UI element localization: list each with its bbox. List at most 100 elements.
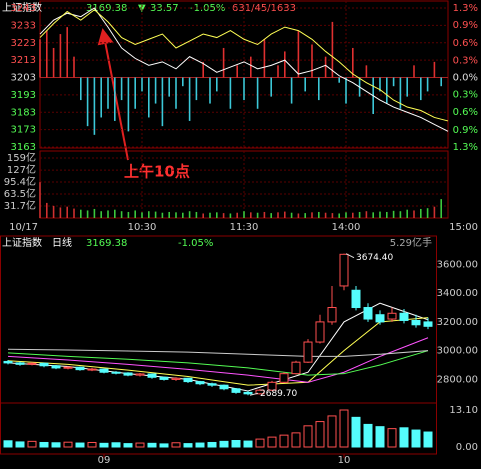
y2-tick-label: 0.3% (453, 90, 478, 101)
y-tick-label: 3203 (11, 73, 36, 84)
y2-tick-label: 0.6% (453, 38, 478, 49)
header-name: 上证指数 (2, 236, 42, 249)
volume-bar (375, 426, 385, 448)
candle-body (339, 253, 349, 287)
candle-body (423, 321, 433, 327)
volume-bar (27, 440, 37, 448)
y-tick-label: 95.4亿 (4, 175, 36, 188)
volume-bar (423, 431, 433, 448)
annotation: 上午10点 (124, 163, 190, 181)
volume-bar (111, 442, 121, 448)
candle-body (3, 360, 13, 364)
candle-body (315, 321, 325, 343)
candle-body (111, 371, 121, 374)
y2-tick-label: 1.3% (453, 142, 478, 153)
candle-body (243, 391, 253, 395)
y-tick-label: 3233 (11, 20, 36, 31)
y2-tick-label: 0.3% (453, 55, 478, 66)
candle-body (75, 366, 85, 371)
price-line (39, 7, 449, 132)
candle-body (375, 314, 385, 323)
volume-bar (363, 423, 373, 448)
annotation-arrow (97, 28, 129, 161)
y-tick-label: 3173 (11, 125, 36, 136)
y-tick-label: 3213 (11, 55, 36, 66)
y-tick-label: 3223 (11, 38, 36, 49)
volume-bar (255, 438, 265, 448)
candle-body (99, 368, 109, 373)
candle-body (27, 362, 37, 365)
candle-body (303, 341, 313, 363)
candle-body (207, 383, 217, 386)
volume-bar (243, 440, 253, 448)
volume-bar (135, 442, 145, 448)
candle-body (195, 381, 205, 385)
volume-bar (339, 409, 349, 448)
volume-bar (87, 441, 97, 448)
y-tick-label: 3000.00 (437, 346, 478, 357)
y-tick-label: 127亿 (7, 163, 36, 176)
candle-body (363, 307, 373, 320)
header-name: 上证指数 (2, 1, 42, 14)
y-tick-label: 3183 (11, 107, 36, 118)
y-tick-label: 31.7亿 (4, 199, 36, 212)
volume-bar (195, 442, 205, 448)
candle-body (171, 377, 181, 380)
candle-body (159, 376, 169, 380)
y-tick-label: 3400.00 (437, 288, 478, 299)
volume-bar (267, 436, 277, 448)
x-tick-label: 15:00 (449, 222, 478, 233)
x-tick-label: 10 (338, 455, 351, 466)
x-tick-label: 10/17 (9, 222, 38, 233)
volume-bar (183, 443, 193, 448)
y-tick-label: 3200.00 (437, 317, 478, 328)
candle-body (147, 373, 157, 378)
header-volume: 5.29亿手 (390, 236, 432, 249)
volume-bar (399, 427, 409, 448)
volume-bar (15, 441, 25, 448)
volume-bar (51, 442, 61, 448)
volume-bar (219, 440, 229, 448)
volume-bar (159, 443, 169, 448)
candle-body (327, 307, 337, 323)
candle-body (15, 362, 25, 365)
volume-bar (291, 432, 301, 448)
moving-average (7, 317, 429, 386)
candle-body (387, 312, 397, 320)
candle-body (411, 319, 421, 326)
candle-body (123, 372, 133, 376)
y-tick-label: 3163 (11, 142, 36, 153)
y-tick-label: 3600.00 (437, 259, 478, 270)
y-tick-label: 63.5亿 (4, 187, 36, 200)
candle-body (183, 377, 193, 383)
candle-body (255, 389, 265, 395)
panel-frame (0, 235, 437, 455)
y-tick-label: 13.10 (449, 405, 478, 416)
x-tick-label: 14:00 (332, 222, 361, 233)
x-tick-label: 11:30 (230, 222, 259, 233)
y-tick-label: 0.00 (456, 442, 478, 453)
candle-body (87, 368, 97, 371)
volume-bar (231, 440, 241, 448)
volume-bar (351, 416, 361, 448)
y2-tick-label: 0.6% (453, 107, 478, 118)
price-line (39, 9, 449, 122)
y-tick-label: 2800.00 (437, 374, 478, 385)
volume-bar (123, 443, 133, 448)
volume-bar (75, 442, 85, 448)
annotation-label: 3674.40 (356, 253, 393, 263)
candle-body (291, 361, 301, 375)
y2-tick-label: 0.0% (453, 73, 478, 84)
volume-bar (147, 442, 157, 448)
moving-average (7, 337, 429, 383)
moving-average (7, 348, 429, 357)
candle-body (267, 381, 277, 391)
header-price: 3169.38 (86, 3, 127, 14)
y2-tick-label: 0.9% (453, 125, 478, 136)
y-tick-label: 159亿 (7, 151, 36, 164)
volume-bar (387, 428, 397, 448)
y2-tick-label: 1.3% (453, 3, 478, 14)
y-tick-label: 3243 (11, 3, 36, 14)
candle-body (351, 289, 361, 309)
